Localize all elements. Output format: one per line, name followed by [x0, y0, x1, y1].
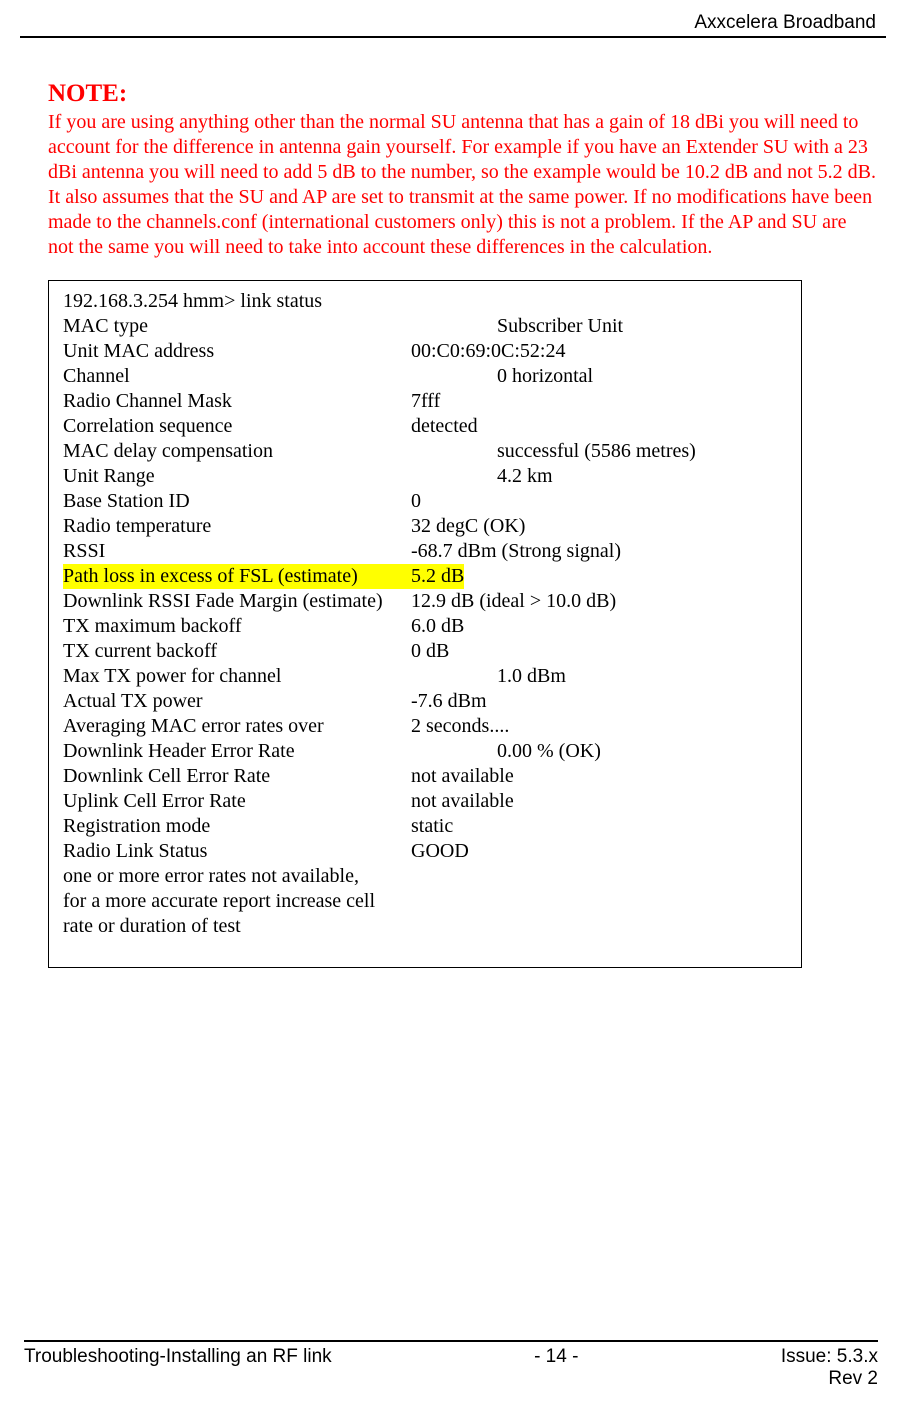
terminal-row: Downlink RSSI Fade Margin (estimate)12.9… — [63, 589, 787, 614]
terminal-row-label: Registration mode — [63, 814, 411, 839]
terminal-row: TX current backoff0 dB — [63, 639, 787, 664]
terminal-row-value: 0.00 % (OK) — [411, 739, 601, 764]
terminal-prompt: 192.168.3.254 hmm> link status — [63, 289, 322, 314]
terminal-row: Correlation sequencedetected — [63, 414, 787, 439]
terminal-row-label: TX current backoff — [63, 639, 411, 664]
terminal-row: Unit MAC address00:C0:69:0C:52:24 — [63, 339, 787, 364]
terminal-row: Downlink Header Error Rate0.00 % (OK) — [63, 739, 787, 764]
footer-right: Issue: 5.3.x Rev 2 — [781, 1346, 878, 1390]
terminal-row-label: Averaging MAC error rates over — [63, 714, 411, 739]
terminal-row: Path loss in excess of FSL (estimate)5.2… — [63, 564, 787, 589]
terminal-output-box: 192.168.3.254 hmm> link status MAC typeS… — [48, 280, 802, 968]
terminal-row: Radio temperature32 degC (OK) — [63, 514, 787, 539]
terminal-row: TX maximum backoff6.0 dB — [63, 614, 787, 639]
terminal-row: Radio Link StatusGOOD — [63, 839, 787, 864]
terminal-row: Radio Channel Mask7fff — [63, 389, 787, 414]
terminal-trailer-line: rate or duration of test — [63, 914, 787, 939]
terminal-row: Registration modestatic — [63, 814, 787, 839]
terminal-row-value: successful (5586 metres) — [411, 439, 696, 464]
terminal-row-label: MAC delay compensation — [63, 439, 411, 464]
footer-rule — [24, 1340, 878, 1342]
header-rule — [20, 36, 886, 38]
footer-page-number: - 14 - — [534, 1346, 578, 1368]
terminal-row-label: Base Station ID — [63, 489, 411, 514]
terminal-row: Actual TX power-7.6 dBm — [63, 689, 787, 714]
terminal-row-label: Downlink Header Error Rate — [63, 739, 411, 764]
terminal-row-label: Uplink Cell Error Rate — [63, 789, 411, 814]
terminal-row-label: RSSI — [63, 539, 411, 564]
note-title: NOTE: — [48, 80, 876, 108]
terminal-row-value: 1.0 dBm — [411, 664, 566, 689]
terminal-row-value: GOOD — [411, 839, 469, 864]
terminal-rows: MAC typeSubscriber UnitUnit MAC address0… — [63, 314, 787, 864]
footer-left: Troubleshooting-Installing an RF link — [24, 1346, 332, 1368]
terminal-row-label: Downlink Cell Error Rate — [63, 764, 411, 789]
terminal-row-label: Max TX power for channel — [63, 664, 411, 689]
terminal-row: MAC typeSubscriber Unit — [63, 314, 787, 339]
terminal-row-label: Unit MAC address — [63, 339, 411, 364]
terminal-trailer: one or more error rates not available,fo… — [63, 864, 787, 939]
terminal-row-value: 5.2 dB — [411, 564, 464, 589]
terminal-row-value: static — [411, 814, 453, 839]
terminal-row-value: Subscriber Unit — [411, 314, 623, 339]
terminal-row-label: Radio temperature — [63, 514, 411, 539]
footer-rev: Rev 2 — [828, 1368, 878, 1389]
terminal-row-value: 32 degC (OK) — [411, 514, 525, 539]
note-body: If you are using anything other than the… — [48, 110, 876, 260]
terminal-row-label: Downlink RSSI Fade Margin (estimate) — [63, 589, 411, 614]
terminal-row-label: MAC type — [63, 314, 411, 339]
terminal-row-value: -68.7 dBm (Strong signal) — [411, 539, 621, 564]
terminal-row-label: Channel — [63, 364, 411, 389]
terminal-row-value: 12.9 dB (ideal > 10.0 dB) — [411, 589, 616, 614]
terminal-row-label: Path loss in excess of FSL (estimate) — [63, 564, 411, 589]
content-area: NOTE: If you are using anything other th… — [48, 80, 876, 968]
terminal-prompt-line: 192.168.3.254 hmm> link status — [63, 289, 787, 314]
terminal-row-value: 00:C0:69:0C:52:24 — [411, 339, 565, 364]
terminal-row: Uplink Cell Error Ratenot available — [63, 789, 787, 814]
terminal-row-value: not available — [411, 789, 514, 814]
terminal-row: Max TX power for channel1.0 dBm — [63, 664, 787, 689]
terminal-row-value: not available — [411, 764, 514, 789]
terminal-trailer-line: one or more error rates not available, — [63, 864, 787, 889]
terminal-row-value: 4.2 km — [411, 464, 553, 489]
terminal-row-label: TX maximum backoff — [63, 614, 411, 639]
terminal-row: MAC delay compensationsuccessful (5586 m… — [63, 439, 787, 464]
terminal-row-value: 0 — [411, 489, 421, 514]
page-header-title: Axxcelera Broadband — [694, 12, 876, 34]
terminal-row-label: Correlation sequence — [63, 414, 411, 439]
page-footer: Troubleshooting-Installing an RF link - … — [24, 1346, 878, 1390]
terminal-row: Channel0 horizontal — [63, 364, 787, 389]
terminal-row-value: 0 horizontal — [411, 364, 593, 389]
terminal-row-value: 2 seconds.... — [411, 714, 509, 739]
terminal-row-value: detected — [411, 414, 478, 439]
terminal-row-value: 7fff — [411, 389, 440, 414]
terminal-trailer-line: for a more accurate report increase cell — [63, 889, 787, 914]
terminal-row-label: Unit Range — [63, 464, 411, 489]
terminal-row: Downlink Cell Error Ratenot available — [63, 764, 787, 789]
footer-issue: Issue: 5.3.x — [781, 1346, 878, 1367]
terminal-row-value: -7.6 dBm — [411, 689, 487, 714]
terminal-row: Unit Range4.2 km — [63, 464, 787, 489]
terminal-row: Base Station ID0 — [63, 489, 787, 514]
terminal-row: Averaging MAC error rates over2 seconds.… — [63, 714, 787, 739]
terminal-row-value: 0 dB — [411, 639, 449, 664]
terminal-row-label: Radio Link Status — [63, 839, 411, 864]
terminal-row: RSSI-68.7 dBm (Strong signal) — [63, 539, 787, 564]
terminal-row-label: Actual TX power — [63, 689, 411, 714]
page: Axxcelera Broadband NOTE: If you are usi… — [0, 0, 906, 1404]
terminal-row-label: Radio Channel Mask — [63, 389, 411, 414]
terminal-row-value: 6.0 dB — [411, 614, 464, 639]
